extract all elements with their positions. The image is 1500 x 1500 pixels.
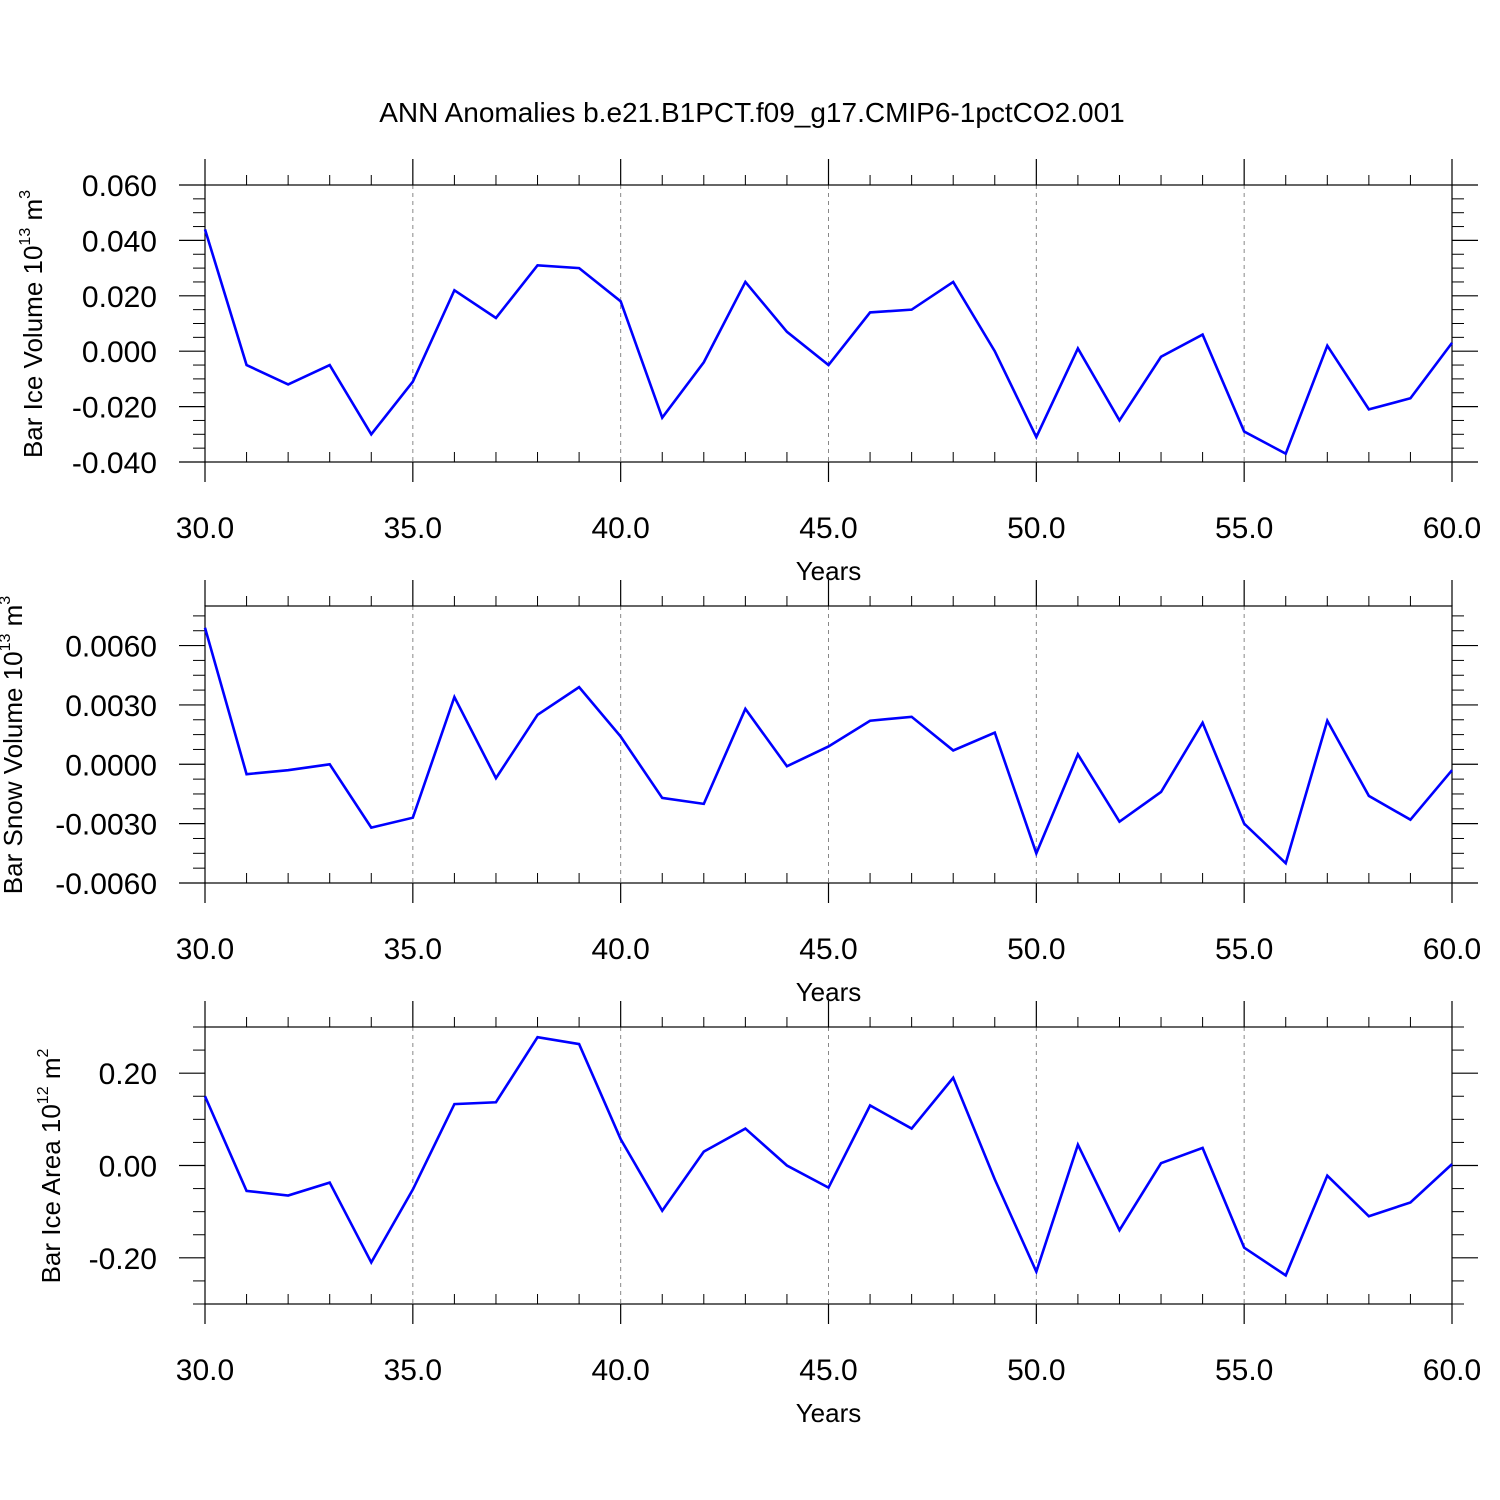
y-tick-label: 0.0030: [65, 690, 157, 723]
y-axis-label-superscript: 3: [0, 596, 14, 605]
figure-title: ANN Anomalies b.e21.B1PCT.f09_g17.CMIP6-…: [379, 97, 1125, 128]
y-axis-label-part: Bar Snow Volume 10: [0, 651, 28, 894]
x-tick-label: 45.0: [799, 512, 857, 545]
y-axis-label-part: m: [18, 199, 48, 228]
y-tick-label: 0.0000: [65, 749, 157, 782]
y-axis-label-superscript: 3: [17, 190, 34, 199]
x-tick-label: 60.0: [1423, 933, 1481, 966]
y-axis-label: Bar Ice Volume 1013 m3: [17, 190, 48, 458]
chart-panel-2: -0.0060 -0.0030 0.0000 0.0030 0.0060 30.0 35.0…: [0, 580, 1481, 1007]
chart-panel-1: -0.040 -0.020 0.000 0.020 0.040 0.060 30.0 35.0…: [17, 159, 1481, 586]
y-axis-label-part: m: [36, 1057, 66, 1086]
x-tick-label: 45.0: [799, 933, 857, 966]
x-tick-label: 30.0: [176, 512, 234, 545]
x-tick-label: 35.0: [384, 512, 442, 545]
y-axis-label: Bar Snow Volume 1013 m3: [0, 596, 28, 895]
y-tick-label: -0.0030: [55, 809, 157, 842]
x-tick-label: 35.0: [384, 1354, 442, 1387]
panels: -0.040 -0.020 0.000 0.020 0.040 0.060 30.0 35.0…: [0, 159, 1481, 1428]
y-tick-label: -0.040: [72, 447, 157, 480]
y-tick-label: -0.020: [72, 392, 157, 425]
x-tick-label: 55.0: [1215, 512, 1273, 545]
x-tick-label: 40.0: [591, 933, 649, 966]
y-tick-label: -0.20: [89, 1243, 157, 1276]
y-tick-label: 0.000: [82, 336, 157, 369]
y-axis-label-part: Bar Ice Volume 10: [18, 246, 48, 458]
y-axis-label-part: m: [0, 605, 28, 634]
y-tick-label: 0.020: [82, 281, 157, 314]
x-tick-label: 50.0: [1007, 512, 1065, 545]
y-tick-label: 0.060: [82, 170, 157, 203]
x-tick-label: 40.0: [591, 1354, 649, 1387]
y-tick-label: 0.00: [99, 1151, 157, 1184]
y-axis-label-part: Bar Ice Area 10: [36, 1104, 66, 1283]
x-tick-label: 55.0: [1215, 933, 1273, 966]
chart-panel-3: -0.20 0.00 0.20 30.0 35.0 40.0 45.0 50.0 55.0 60.…: [35, 1001, 1481, 1428]
y-axis-label-superscript: 13: [17, 228, 34, 246]
x-tick-label: 30.0: [176, 1354, 234, 1387]
y-axis-label-superscript: 2: [35, 1048, 52, 1057]
y-tick-label: 0.040: [82, 225, 157, 258]
x-tick-label: 35.0: [384, 933, 442, 966]
x-tick-label: 45.0: [799, 1354, 857, 1387]
x-tick-label: 60.0: [1423, 512, 1481, 545]
x-tick-label: 50.0: [1007, 1354, 1065, 1387]
x-tick-label: 40.0: [591, 512, 649, 545]
x-tick-label: 50.0: [1007, 933, 1065, 966]
x-tick-label: 55.0: [1215, 1354, 1273, 1387]
y-tick-label: 0.0060: [65, 631, 157, 664]
x-tick-label: 60.0: [1423, 1354, 1481, 1387]
y-axis-label: Bar Ice Area 1012 m2: [35, 1048, 66, 1283]
x-axis-label: Years: [796, 1398, 862, 1428]
y-axis-label-superscript: 13: [0, 633, 14, 651]
y-tick-label: -0.0060: [55, 868, 157, 901]
y-tick-label: 0.20: [99, 1058, 157, 1091]
y-axis-label-superscript: 12: [35, 1086, 52, 1104]
x-tick-label: 30.0: [176, 933, 234, 966]
